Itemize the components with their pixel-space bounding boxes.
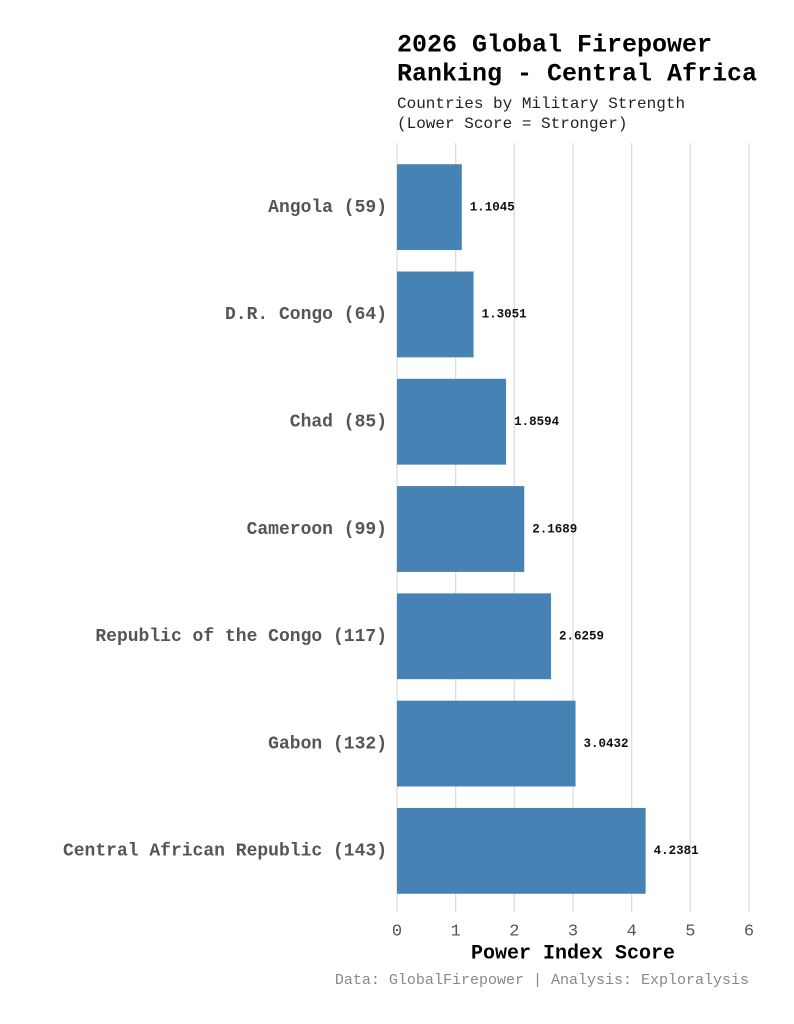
chart-title: Ranking - Central Africa bbox=[397, 60, 757, 89]
x-tick-label: 4 bbox=[627, 922, 637, 941]
y-tick-label: Republic of the Congo (117) bbox=[95, 627, 387, 647]
y-tick-label: Cameroon (99) bbox=[247, 520, 387, 540]
value-label: 4.2381 bbox=[654, 844, 699, 858]
bar bbox=[397, 807, 646, 894]
chart-title: 2026 Global Firepower bbox=[397, 31, 712, 60]
caption: Data: GlobalFirepower | Analysis: Explor… bbox=[335, 972, 749, 989]
value-label: 2.6259 bbox=[559, 630, 604, 644]
y-tick-label: Central African Republic (143) bbox=[63, 842, 387, 862]
chart-subtitle: (Lower Score = Stronger) bbox=[397, 115, 627, 133]
x-tick-label: 6 bbox=[744, 922, 754, 941]
bar bbox=[397, 164, 462, 251]
bar bbox=[397, 378, 507, 465]
x-tick-label: 5 bbox=[685, 922, 695, 941]
value-label: 2.1689 bbox=[532, 522, 577, 536]
x-tick-label: 2 bbox=[509, 922, 519, 941]
bar bbox=[397, 700, 576, 787]
y-tick-label: Chad (85) bbox=[290, 412, 387, 432]
x-tick-label: 0 bbox=[392, 922, 402, 941]
chart-subtitle: Countries by Military Strength bbox=[397, 95, 685, 113]
y-tick-label: Gabon (132) bbox=[268, 734, 387, 754]
x-axis-label: Power Index Score bbox=[471, 942, 675, 965]
value-label: 3.0432 bbox=[584, 737, 629, 751]
bar bbox=[397, 593, 552, 680]
value-label: 1.8594 bbox=[514, 415, 560, 429]
x-tick-label: 1 bbox=[451, 922, 461, 941]
x-tick-label: 3 bbox=[568, 922, 578, 941]
value-label: 1.1045 bbox=[470, 200, 515, 214]
y-tick-label: D.R. Congo (64) bbox=[225, 305, 387, 325]
y-tick-label: Angola (59) bbox=[268, 198, 387, 218]
value-label: 1.3051 bbox=[482, 308, 527, 322]
bar bbox=[397, 486, 525, 572]
bar bbox=[397, 271, 474, 358]
